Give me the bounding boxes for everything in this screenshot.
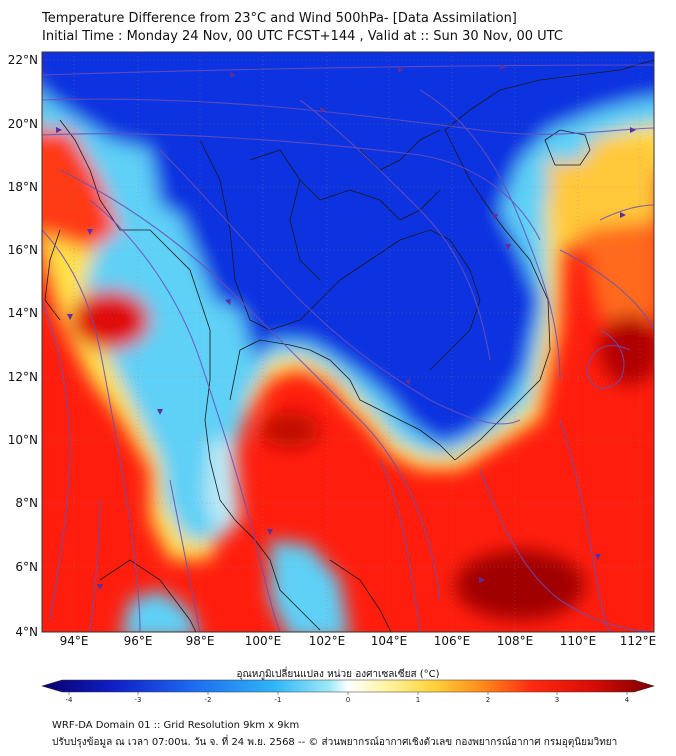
lat-axis: 22°N 20°N 18°N 16°N 14°N 12°N 10°N 8°N 6… <box>8 53 38 639</box>
colorbar-tick: 1 <box>416 696 420 704</box>
lon-label: 108°E <box>497 634 534 648</box>
footer-update-info: ปรับปรุงข้อมูล ณ เวลา 07:00น. วัน จ. ที่… <box>52 737 618 748</box>
lat-label: 18°N <box>8 180 38 194</box>
gridlines <box>42 52 654 632</box>
colorbar-tick: -3 <box>135 696 142 704</box>
lat-label: 10°N <box>8 433 38 447</box>
lat-label: 22°N <box>8 53 38 67</box>
wind-streamlines <box>42 64 654 632</box>
temperature-field <box>42 52 654 632</box>
lat-label: 14°N <box>8 306 38 320</box>
lat-label: 20°N <box>8 117 38 131</box>
footer-model-info: WRF-DA Domain 01 :: Grid Resolution 9km … <box>52 720 300 731</box>
lat-label: 4°N <box>15 625 38 639</box>
map-title: Temperature Difference from 23°C and Win… <box>42 11 517 26</box>
lat-label: 16°N <box>8 243 38 257</box>
wind-arrowheads <box>56 64 636 590</box>
lat-label: 6°N <box>15 560 38 574</box>
lon-label: 94°E <box>60 634 89 648</box>
colorbar-title: อุณหภูมิเปลี่ยนแปลง หน่วย องศาเซลเซียส (… <box>236 669 440 680</box>
map-subtitle: Initial Time : Monday 24 Nov, 00 UTC FCS… <box>42 29 563 44</box>
colorbar-tick: -4 <box>66 696 74 704</box>
colorbar: -4 -3 -2 -1 0 1 2 3 4 <box>40 679 656 704</box>
lon-label: 98°E <box>186 634 215 648</box>
colorbar-tick: 3 <box>555 696 559 704</box>
colorbar-tick: 2 <box>486 696 490 704</box>
colorbar-tick: 4 <box>625 696 630 704</box>
lon-label: 106°E <box>434 634 471 648</box>
lon-label: 100°E <box>245 634 282 648</box>
colorbar-tick: 0 <box>346 696 350 704</box>
lon-label: 112°E <box>620 634 657 648</box>
lon-label: 104°E <box>371 634 408 648</box>
lon-axis: 94°E 96°E 98°E 100°E 102°E 104°E 106°E 1… <box>60 634 657 648</box>
lat-label: 8°N <box>15 496 38 510</box>
colorbar-bar <box>40 679 656 693</box>
colorbar-tick: -2 <box>205 696 212 704</box>
colorbar-tick: -1 <box>275 696 282 704</box>
lon-label: 110°E <box>560 634 597 648</box>
lat-label: 12°N <box>8 370 38 384</box>
lon-label: 102°E <box>309 634 346 648</box>
map-frame <box>41 51 655 633</box>
lon-label: 96°E <box>124 634 153 648</box>
